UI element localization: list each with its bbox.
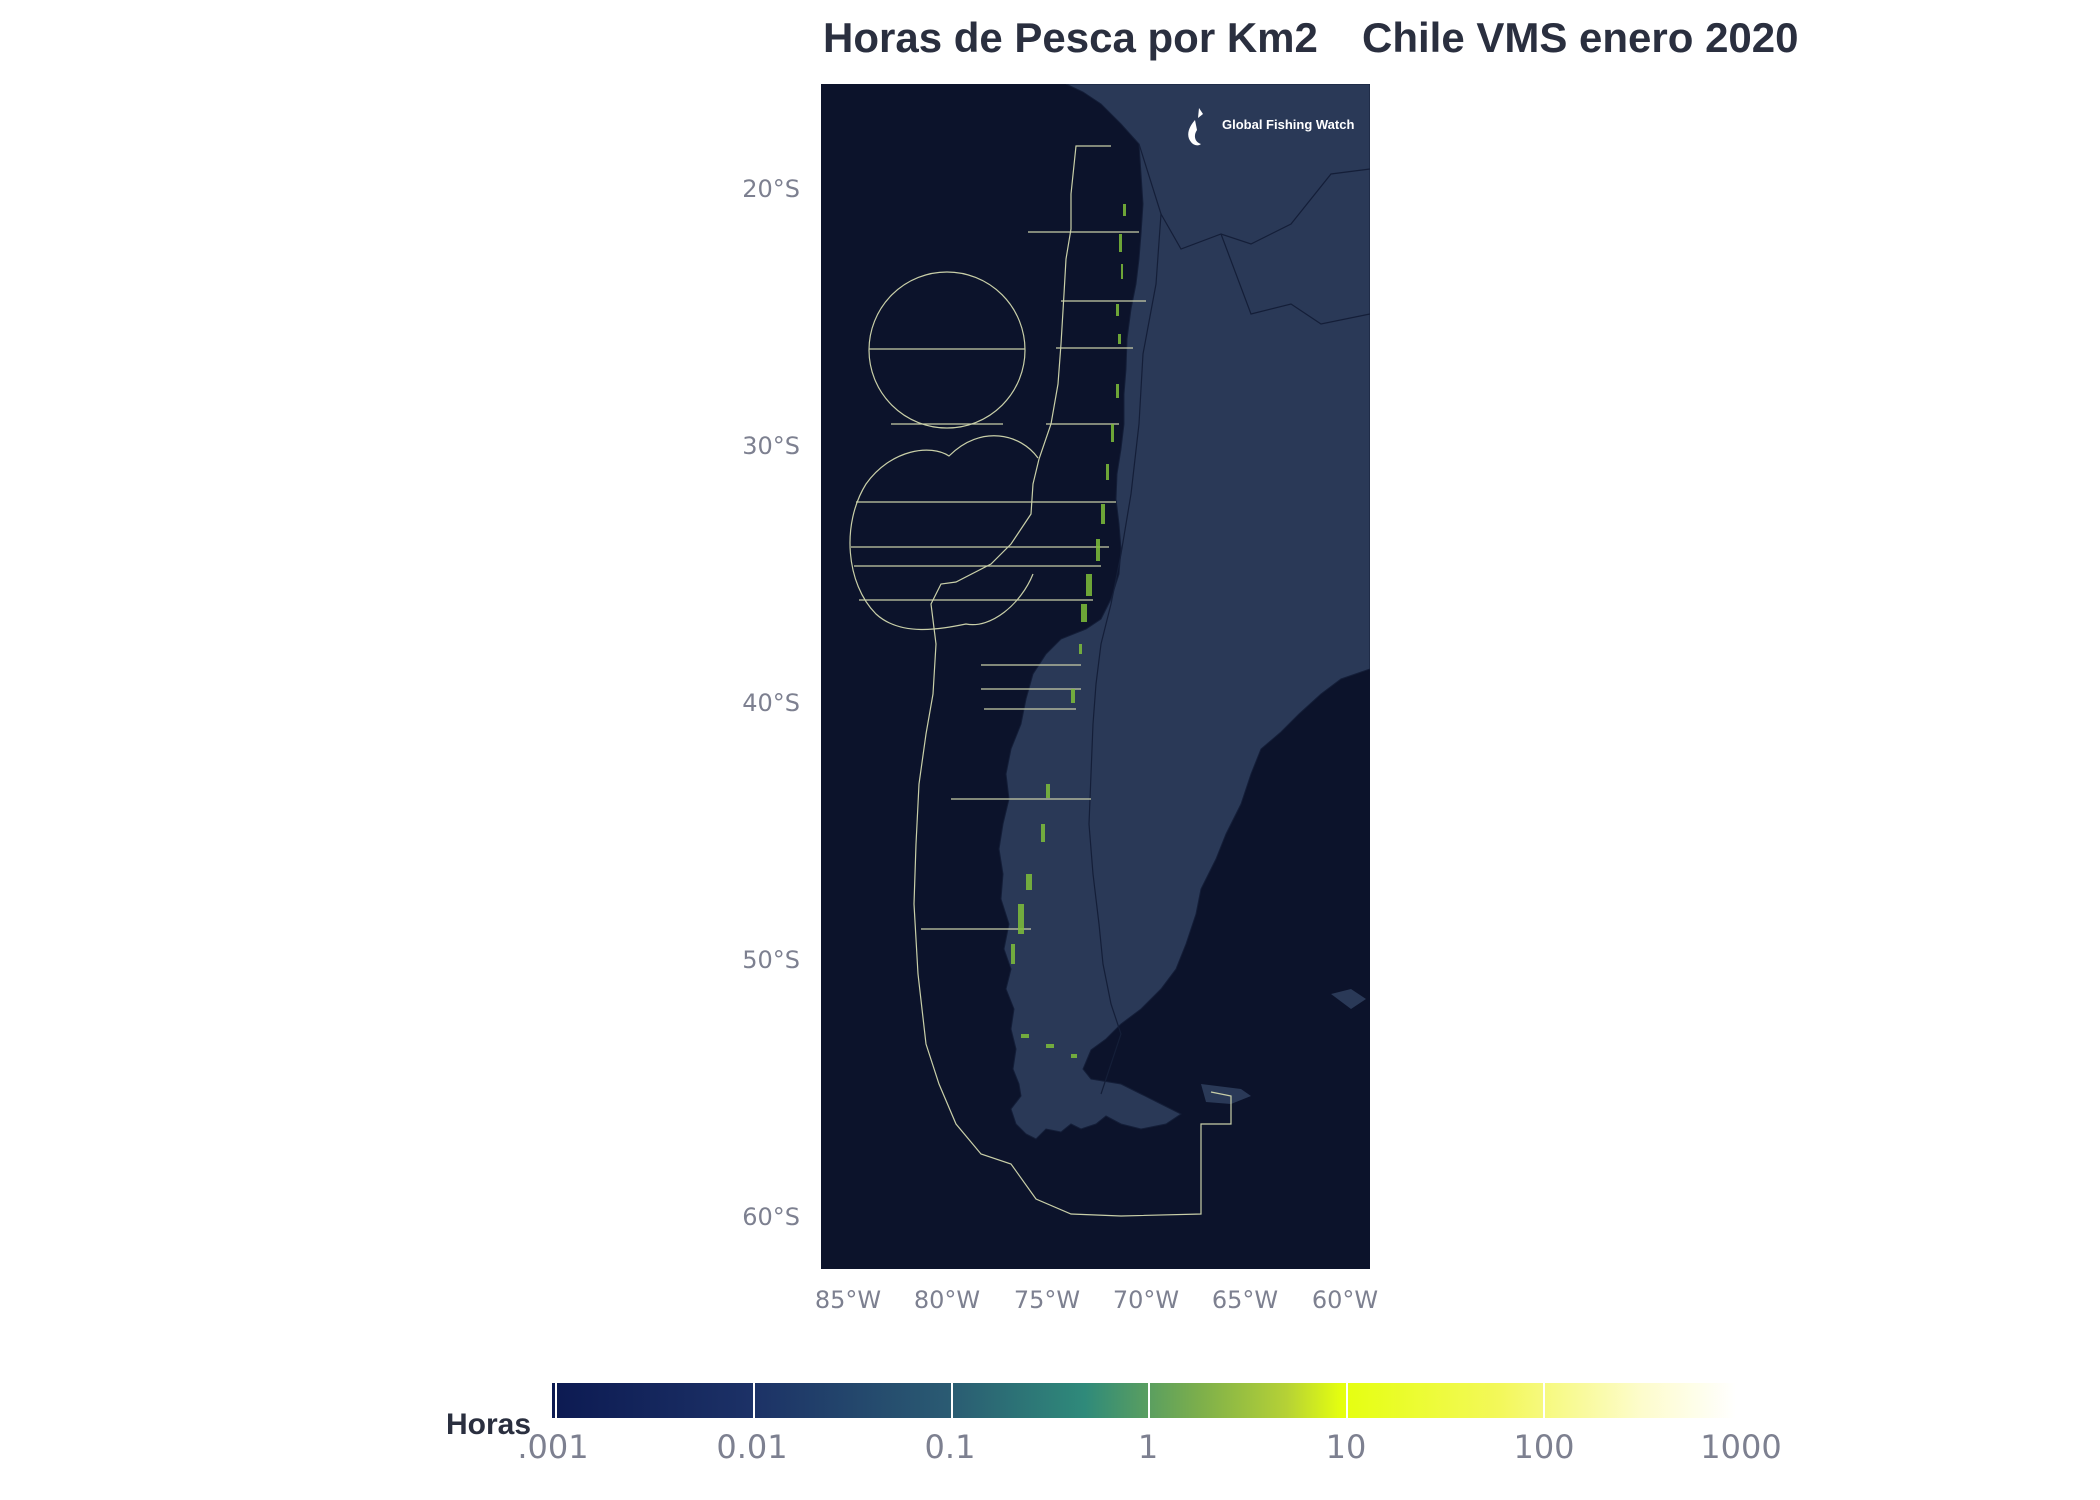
lat-label-60s: 60°S [742, 1203, 800, 1231]
eez-juan-fernandez [849, 435, 1039, 631]
gfw-logo-text: Global Fishing Watch [1222, 117, 1354, 132]
lat-label-50s: 50°S [742, 946, 800, 974]
legend-tick [951, 1383, 953, 1418]
lat-label-30s: 30°S [742, 432, 800, 460]
eez-desventuradas [868, 271, 1026, 429]
lon-label-85w: 85°W [814, 1286, 882, 1314]
eez-mainland-boundary [913, 145, 1232, 1217]
lon-label-75w: 75°W [1013, 1286, 1081, 1314]
lon-label-60w: 60°W [1311, 1286, 1379, 1314]
lon-label-65w: 65°W [1211, 1286, 1279, 1314]
fishing-activity [1011, 204, 1126, 1058]
legend-label: 0.1 [924, 1428, 976, 1466]
gfw-logo-icon [1188, 108, 1203, 146]
argentina-north-border [1220, 233, 1370, 325]
legend-label: 1 [1137, 1428, 1159, 1466]
color-scale-bar [552, 1383, 1736, 1418]
legend-tick [555, 1383, 557, 1418]
lat-label-40s: 40°S [742, 689, 800, 717]
legend-label: .001 [517, 1428, 589, 1466]
map-subtitle: Chile VMS enero 2020 [1362, 14, 1799, 61]
legend-label: 1000 [1700, 1428, 1782, 1466]
map-title: Horas de Pesca por Km2 [823, 14, 1318, 61]
legend-title: Horas [446, 1408, 532, 1441]
patagonia-islands [1201, 989, 1366, 1104]
legend-tick [753, 1383, 755, 1418]
chile-argentina-border [1088, 143, 1162, 1095]
legend-tick [1346, 1383, 1348, 1418]
lon-label-70w: 70°W [1112, 1286, 1180, 1314]
legend-label: 100 [1513, 1428, 1575, 1466]
legend-tick [1148, 1383, 1150, 1418]
legend-tick [1543, 1383, 1545, 1418]
chile-eez-outline [849, 145, 1232, 1217]
legend-label: 0.01 [716, 1428, 788, 1466]
lat-label-20s: 20°S [742, 175, 800, 203]
lon-label-80w: 80°W [913, 1286, 981, 1314]
south-america-land [998, 84, 1370, 1140]
bolivia-border [1160, 168, 1370, 250]
legend-label: 10 [1325, 1428, 1367, 1466]
fishing-effort-map[interactable]: Global Fishing Watch [821, 84, 1370, 1269]
